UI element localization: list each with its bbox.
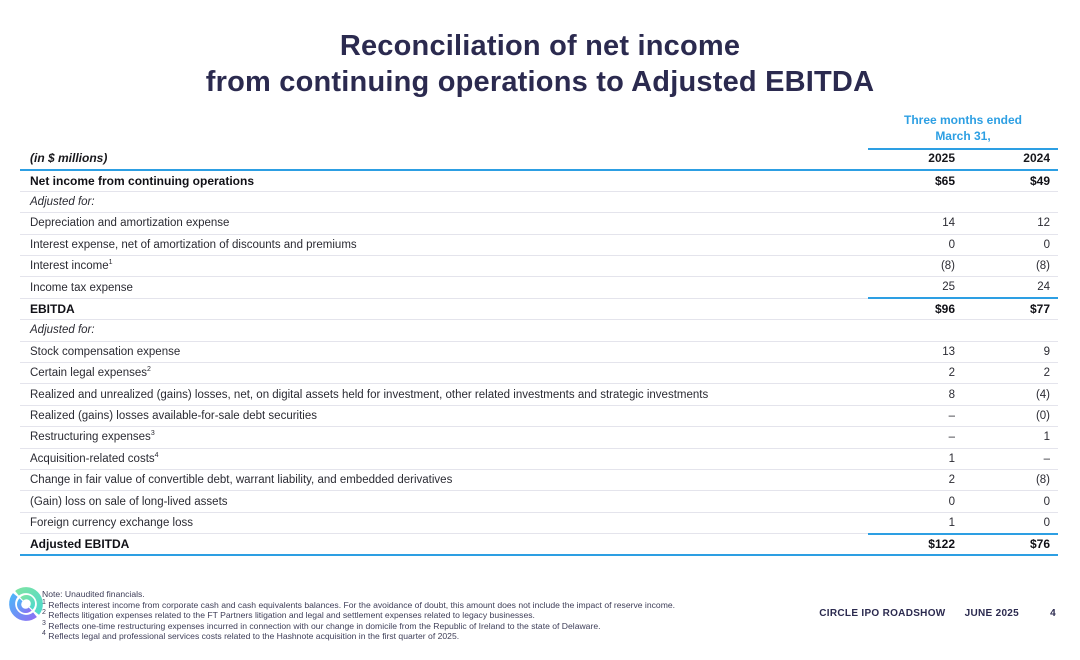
table-row: Restructuring expenses3–1 (20, 426, 1058, 449)
circle-logo-icon (9, 587, 43, 621)
value-2025 (868, 319, 963, 342)
table-row: (Gain) loss on sale of long-lived assets… (20, 490, 1058, 513)
footnote-note: Note: Unaudited financials. (42, 589, 145, 599)
value-2025: – (868, 405, 963, 428)
footer-date: JUNE 2025 (964, 608, 1020, 619)
page-number: 4 (1050, 608, 1056, 619)
value-2025: 8 (868, 383, 963, 406)
value-2024 (963, 319, 1058, 342)
row-label: EBITDA (20, 298, 868, 321)
value-2024: $77 (963, 297, 1058, 321)
value-2025: 2 (868, 362, 963, 385)
table-row: Change in fair value of convertible debt… (20, 469, 1058, 492)
column-header-2025: 2025 (868, 150, 963, 171)
table-row: Adjusted EBITDA $122 $76 (20, 532, 1058, 557)
value-2024: 0 (963, 512, 1058, 535)
table-row: Depreciation and amortization expense 14 1… (20, 212, 1058, 235)
table-row: Income tax expense 25 24 (20, 276, 1058, 299)
footnote-line: 1 Reflects interest income from corporat… (42, 598, 676, 610)
value-2024 (963, 191, 1058, 214)
value-2025: 25 (868, 276, 963, 299)
value-2025: (8) (868, 255, 963, 278)
value-2025: 0 (868, 234, 963, 257)
table-row: Adjusted for: (20, 191, 1058, 214)
table-row: Certain legal expenses2 2 2 (20, 362, 1058, 385)
table-row: Net income from continuing operations $65… (20, 170, 1058, 192)
table-row: Interest expense, net of amortization of… (20, 234, 1058, 257)
row-label: Realized (gains) losses available-for-sa… (20, 405, 868, 428)
row-label: Net income from continuing operations (20, 170, 868, 192)
row-label: Change in fair value of convertible debt… (20, 469, 868, 492)
value-2024: (4) (963, 383, 1058, 406)
value-2024: 9 (963, 341, 1058, 364)
row-label: Realized and unrealized (gains) losses, … (20, 383, 868, 406)
value-2025: 1 (868, 512, 963, 535)
period-header: Three months ended March 31, (868, 112, 1058, 150)
value-2024: $76 (963, 532, 1058, 557)
footnotes: Note: Unaudited financials. 1 Reflects i… (42, 589, 822, 642)
value-2025: 0 (868, 490, 963, 513)
table-row: Realized (gains) losses available-for-sa… (20, 405, 1058, 428)
table-row: Stock compensation expense 13 9 (20, 341, 1058, 364)
value-2024: 2 (963, 362, 1058, 385)
row-label: Interest expense, net of amortization of… (20, 234, 868, 257)
row-label: Acquisition-related costs4 (20, 448, 868, 470)
value-2024: (8) (963, 469, 1058, 492)
value-2025: 14 (868, 212, 963, 235)
period-header-line-1: Three months ended (903, 113, 1022, 127)
value-2025: 13 (868, 341, 963, 364)
period-header-line-2: March 31, (935, 129, 991, 143)
row-label: (Gain) loss on sale of long-lived assets (20, 490, 868, 513)
row-label: Adjusted for: (20, 319, 868, 342)
footnote-line: 3 Reflects one-time restructuring expens… (42, 619, 601, 631)
footnote-items: 1 Reflects interest income from corporat… (42, 598, 822, 642)
table-row: EBITDA $96 $77 (20, 297, 1058, 321)
table-row: Adjusted for: (20, 319, 1058, 342)
row-label: Adjusted EBITDA (20, 533, 868, 557)
value-2025: 2 (868, 469, 963, 492)
table-row: Acquisition-related costs4 1– (20, 448, 1058, 470)
table-header: (in $ millions) 2025 2024 (20, 150, 1058, 171)
column-header-2024: 2024 (963, 150, 1058, 171)
title-line-2: from continuing operations to Adjusted E… (205, 66, 875, 98)
value-2025: – (868, 426, 963, 449)
footer-brand: CIRCLE IPO ROADSHOW (819, 608, 946, 619)
value-2024: – (963, 448, 1058, 470)
value-2024: 24 (963, 276, 1058, 299)
value-2024: $49 (963, 170, 1058, 192)
table-body: Net income from continuing operations $65… (20, 170, 1058, 557)
table-row: Foreign currency exchange loss 1 0 (20, 512, 1058, 535)
value-2024: 12 (963, 212, 1058, 235)
table-row: Realized and unrealized (gains) losses, … (20, 383, 1058, 406)
value-2025: $122 (868, 532, 963, 557)
slide-footer: CIRCLE IPO ROADSHOW JUNE 2025 4 (819, 608, 1056, 619)
footnote-line: 4 Reflects legal and professional servic… (42, 630, 460, 642)
row-label: Income tax expense (20, 276, 868, 299)
value-2024: (8) (963, 255, 1058, 278)
value-2024: 0 (963, 234, 1058, 257)
row-label: Adjusted for: (20, 191, 868, 214)
value-2025: $65 (868, 170, 963, 192)
footnote-line: 2 Reflects litigation expenses related t… (42, 609, 535, 621)
row-label: Certain legal expenses2 (20, 362, 868, 385)
value-2024: (0) (963, 405, 1058, 428)
value-2024: 1 (963, 426, 1058, 449)
table-header-row: (in $ millions) 2025 2024 (20, 150, 1058, 171)
row-label: Depreciation and amortization expense (20, 212, 868, 235)
title-line-1: Reconciliation of net income (339, 30, 741, 62)
units-label: (in $ millions) (20, 150, 868, 171)
value-2025 (868, 191, 963, 214)
value-2025: $96 (868, 297, 963, 321)
row-label: Stock compensation expense (20, 341, 868, 364)
reconciliation-table: (in $ millions) 2025 2024 Net income fro… (20, 150, 1058, 557)
value-2025: 1 (868, 448, 963, 470)
row-label: Interest income1 (20, 255, 868, 278)
value-2024: 0 (963, 490, 1058, 513)
table-row: Interest income1 (8) (8) (20, 255, 1058, 278)
row-label: Restructuring expenses3 (20, 426, 868, 449)
row-label: Foreign currency exchange loss (20, 512, 868, 535)
page-title: Reconciliation of net income from contin… (0, 28, 1080, 100)
